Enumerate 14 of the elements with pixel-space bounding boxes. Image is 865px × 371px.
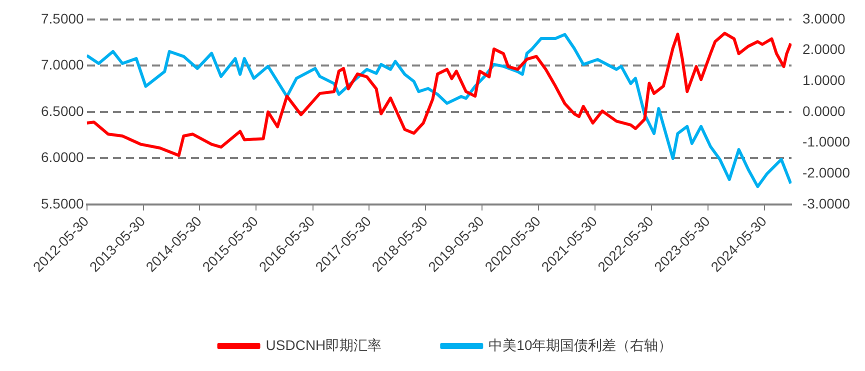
y2-tick-label: 1.0000 [802,72,846,88]
y2-tick-label: 2.0000 [802,41,846,58]
y2-tick-label: 0.0000 [802,102,846,119]
legend-label: 中美10年期国债利差（右轴） [488,336,672,353]
y-tick-label: 5.5000 [40,195,84,212]
y-tick-label: 7.0000 [40,56,84,73]
y2-tick-label: 3.0000 [802,10,846,26]
legend-label: USDCNH即期汇率 [266,336,382,353]
y-tick-label: 7.5000 [40,10,84,26]
y2-tick-label: -1.0000 [802,134,850,150]
y-tick-label: 6.0000 [40,149,84,166]
y-tick-label: 6.5000 [40,102,84,119]
y2-tick-label: -3.0000 [802,195,850,212]
y2-tick-label: -2.0000 [802,164,850,180]
